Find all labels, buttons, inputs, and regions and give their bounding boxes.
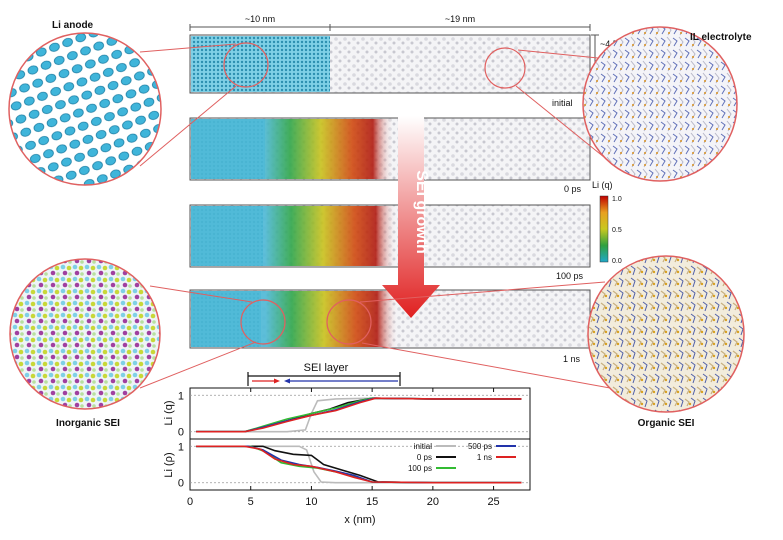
chart-x-tick-label: 10	[305, 496, 317, 508]
chart-legend-label: 1 ns	[477, 453, 492, 462]
panel-initial-anode	[191, 36, 330, 92]
callout-inorganic-sei-label: Inorganic SEI	[56, 418, 120, 429]
zoom-ring-anode	[223, 42, 269, 88]
callout-organic-sei-fill	[588, 256, 744, 412]
colorbar-title: Li (q)	[592, 180, 613, 190]
chart-y-tick-label: 1	[178, 441, 184, 453]
callout-organic-sei: Organic SEI	[587, 255, 745, 429]
panel-0ps: 0 ps	[189, 117, 591, 194]
zoom-ring-inorganic	[240, 299, 286, 345]
chart-series-line	[196, 445, 522, 484]
connector-org-bottom	[361, 342, 611, 389]
chart-y-tick-label: 0	[178, 427, 184, 439]
sei-organic-arrowhead	[284, 378, 290, 384]
chart-x-tick-label: 15	[366, 496, 378, 508]
chart-series-line	[196, 445, 522, 484]
sei-inorganic-arrowhead	[274, 378, 280, 384]
chart-y-label-top: Li (q)	[163, 400, 175, 425]
chart-legend-label: 0 ps	[417, 453, 432, 462]
callout-inorganic-sei: Inorganic SEI	[9, 258, 161, 429]
sei-layer-bracket: SEI layer	[247, 362, 401, 386]
left-width-label: ~10 nm	[245, 14, 275, 24]
callout-li-anode-label: Li anode	[52, 20, 94, 31]
sei-growth-arrow: SEI growth	[382, 116, 440, 318]
sei-layer-label: SEI layer	[304, 362, 349, 374]
right-width-label: ~19 nm	[445, 14, 475, 24]
chart-legend-label: 100 ps	[408, 464, 432, 473]
panel-initial-label: initial	[552, 98, 573, 108]
zoom-ring-organic	[326, 299, 372, 345]
callout-inorganic-sei-fill	[10, 259, 160, 409]
chart-y-label-bottom: Li (ρ)	[163, 452, 175, 477]
connector-org-top	[359, 281, 606, 303]
callout-li-anode: Li anode	[8, 20, 162, 186]
colorbar-tick-bottom: 0.0	[612, 258, 622, 265]
chart-x-tick-label: 25	[487, 496, 499, 508]
connector-inorg-top	[149, 285, 253, 303]
connector-anode-top	[139, 43, 237, 53]
chart-legend-label: 500 ps	[468, 442, 492, 451]
callout-organic-sei-label: Organic SEI	[638, 418, 695, 429]
chart-x-tick-label: 5	[248, 496, 254, 508]
growth-arrow-shape	[382, 116, 440, 318]
panel-1ns-label: 1 ns	[563, 354, 581, 364]
chart-y-tick-label: 0	[178, 478, 184, 490]
connector-anode-bottom	[139, 85, 237, 167]
chart-x-tick-label: 0	[187, 496, 193, 508]
zoom-ring-electrolyte	[484, 47, 526, 89]
callout-li-anode-fill	[9, 33, 161, 185]
callout-il-electrolyte-ring	[582, 26, 738, 182]
chart-series-line	[196, 397, 522, 433]
chart-x-axis-label: x (nm)	[344, 514, 375, 526]
chart-legend-label: initial	[414, 442, 432, 451]
panel-100ps: 100 ps	[189, 204, 591, 281]
panel-1ns: 1 ns	[189, 289, 591, 364]
connector-inorg-bottom	[139, 341, 257, 389]
callout-inorganic-sei-ring	[9, 258, 161, 410]
colorbar-tick-top: 1.0	[612, 196, 622, 203]
connector-il-top	[517, 49, 599, 59]
colorbar-tick-mid: 0.5	[612, 227, 622, 234]
growth-arrow-label: SEI growth	[413, 170, 430, 254]
chart-x-tick-label: 20	[427, 496, 439, 508]
callout-organic-sei-ring	[587, 255, 745, 413]
panel-0ps-label: 0 ps	[564, 184, 582, 194]
panel-100ps-label: 100 ps	[556, 271, 584, 281]
callout-il-electrolyte-fill	[583, 27, 737, 181]
callout-il-electrolyte-label: IL electrolyte	[690, 32, 752, 43]
chart-y-tick-label: 1	[178, 390, 184, 402]
colorbar: Li (q) 1.0 0.5 0.0	[592, 180, 622, 265]
colorbar-gradient	[599, 195, 609, 263]
callout-il-electrolyte: IL electrolyte	[582, 26, 752, 182]
callout-li-anode-ring	[8, 32, 162, 186]
